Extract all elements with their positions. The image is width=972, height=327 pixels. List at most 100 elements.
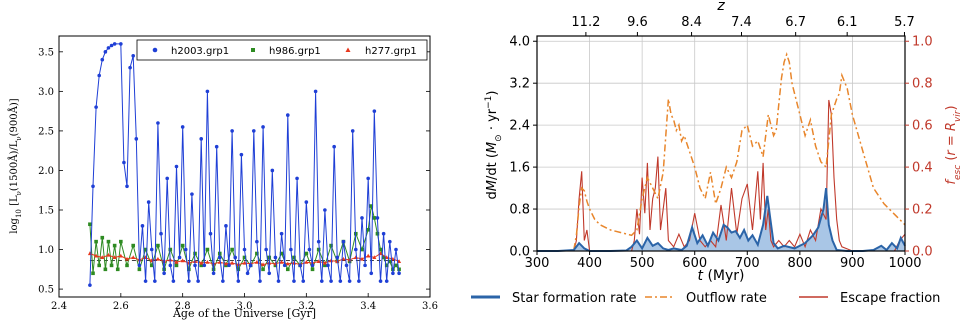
- data-point-h2003: [217, 255, 222, 260]
- data-point-h2003: [335, 255, 340, 260]
- data-point-h2003: [125, 184, 129, 189]
- legend-label-escape: Escape fraction: [840, 291, 940, 306]
- right-y2-tick-label: 0.0: [912, 245, 933, 260]
- data-point-h2003: [307, 247, 312, 252]
- data-point-h2003: [149, 247, 154, 252]
- right-x-tick-label: 1000: [888, 256, 921, 271]
- left-y-tick-label: 2.5: [38, 126, 54, 137]
- data-point-h2003: [248, 263, 253, 268]
- data-point-h2003: [261, 125, 265, 129]
- left-chart: 2.4 2.6 2.8 3.0 3.2 3.4 3.6 0.5 1.0 1.5 2.0 2.5 3.0…: [8, 35, 438, 320]
- data-point-h2003: [245, 271, 250, 276]
- data-point-h986: [369, 204, 374, 208]
- data-point-h277: [316, 259, 321, 264]
- series-line-h2003: [89, 43, 400, 286]
- data-point-h986: [149, 263, 154, 268]
- star-formation-rate-line: [537, 187, 906, 252]
- data-point-h2003: [224, 224, 228, 228]
- data-point-h2003: [230, 129, 234, 133]
- data-point-h986: [310, 267, 315, 272]
- data-point-h2003: [316, 239, 321, 244]
- data-point-h277: [242, 260, 247, 265]
- data-point-h277: [261, 262, 266, 267]
- data-point-h986: [279, 251, 284, 256]
- data-point-h2003: [375, 216, 380, 220]
- data-point-h2003: [153, 279, 157, 283]
- data-point-h277: [329, 258, 334, 263]
- data-point-h986: [94, 239, 98, 244]
- data-point-h2003: [221, 279, 225, 283]
- data-point-h2003: [341, 239, 346, 244]
- right-y-axis-left: 0.0 0.8 1.6 2.4 3.2 4.0: [509, 35, 537, 260]
- data-point-h277: [384, 255, 389, 260]
- data-point-h2003: [388, 239, 392, 244]
- right-y-tick-label: 2.4: [509, 119, 530, 134]
- data-point-h277: [366, 253, 371, 258]
- data-point-h2003: [134, 137, 139, 141]
- left-y-tick-label: 0.5: [38, 285, 54, 296]
- right-y-tick-label: 3.2: [509, 77, 530, 92]
- data-point-h986: [168, 247, 173, 252]
- right-y-tick-label: 4.0: [509, 35, 530, 50]
- data-point-h277: [359, 256, 364, 261]
- data-point-h2003: [183, 247, 188, 252]
- data-point-h2003: [347, 279, 352, 283]
- left-x-tick-label: 3.4: [360, 301, 376, 312]
- data-point-h277: [322, 260, 327, 265]
- data-point-h277: [131, 255, 136, 260]
- right-y-axis-label: dM/dt (M⊙ · yr−1): [484, 91, 504, 200]
- left-y-tick-label: 1.0: [38, 245, 54, 256]
- data-point-h277: [353, 255, 358, 260]
- data-point-h2003: [354, 247, 358, 252]
- left-legend-box: [136, 39, 428, 61]
- data-point-h986: [119, 239, 123, 244]
- right-y2-axis-label: fesc (r = Rvir): [944, 105, 963, 184]
- data-point-h2003: [276, 279, 281, 283]
- data-point-h2003: [187, 279, 191, 283]
- data-point-h2003: [165, 176, 170, 181]
- data-point-h277: [100, 255, 105, 260]
- data-point-h2003: [137, 263, 142, 268]
- data-point-h277: [174, 260, 179, 264]
- right-top-tick-label: 6.1: [837, 15, 858, 30]
- data-point-h277: [118, 253, 123, 258]
- right-chart: 300 400 500 600 700 800 900 1000 0.0 0.8 1.6 2.4 3.…: [471, 0, 963, 306]
- escape-fraction-line: [537, 99, 906, 252]
- data-point-h986: [316, 247, 321, 252]
- data-point-h2003: [369, 271, 374, 276]
- data-point-h986: [304, 251, 309, 256]
- left-x-tick-label: 2.8: [175, 301, 191, 312]
- data-point-h2003: [391, 271, 395, 276]
- legend-marker-h986: [251, 48, 255, 52]
- data-point-h2003: [363, 263, 367, 268]
- legend-label-h2003: h2003.grp1: [171, 46, 229, 57]
- right-y-tick-label: 1.6: [509, 161, 530, 176]
- data-point-h2003: [233, 255, 238, 260]
- right-y-axis-right: 0.0 0.2 0.4 0.6 0.8 1.0: [905, 35, 933, 260]
- left-y-tick-label: 1.5: [38, 206, 54, 217]
- data-point-h2003: [323, 208, 327, 212]
- data-point-h2003: [292, 279, 296, 283]
- left-x-tick-label: 2.6: [113, 301, 129, 312]
- data-point-h986: [180, 243, 185, 248]
- data-point-h2003: [94, 105, 98, 109]
- data-point-h277: [230, 260, 235, 265]
- data-point-h2003: [381, 231, 386, 236]
- legend-label-h986: h986.grp1: [269, 46, 321, 57]
- data-point-h2003: [285, 113, 290, 117]
- data-point-h986: [366, 227, 370, 232]
- data-point-h2003: [304, 200, 309, 204]
- right-x-axis-label: t (Myr): [698, 268, 745, 284]
- data-point-h986: [378, 247, 383, 252]
- data-point-h277: [372, 255, 377, 260]
- data-point-h2003: [350, 129, 355, 133]
- data-point-h2003: [295, 176, 299, 181]
- data-point-h2003: [239, 152, 244, 157]
- data-point-h2003: [103, 50, 108, 54]
- data-point-h2003: [174, 164, 179, 169]
- data-point-h2003: [208, 231, 213, 236]
- right-y2-tick-label: 0.2: [912, 203, 933, 218]
- left-x-tick-label: 3.2: [298, 301, 314, 312]
- right-y2-tick-label: 0.4: [912, 161, 933, 176]
- data-point-h2003: [372, 109, 377, 113]
